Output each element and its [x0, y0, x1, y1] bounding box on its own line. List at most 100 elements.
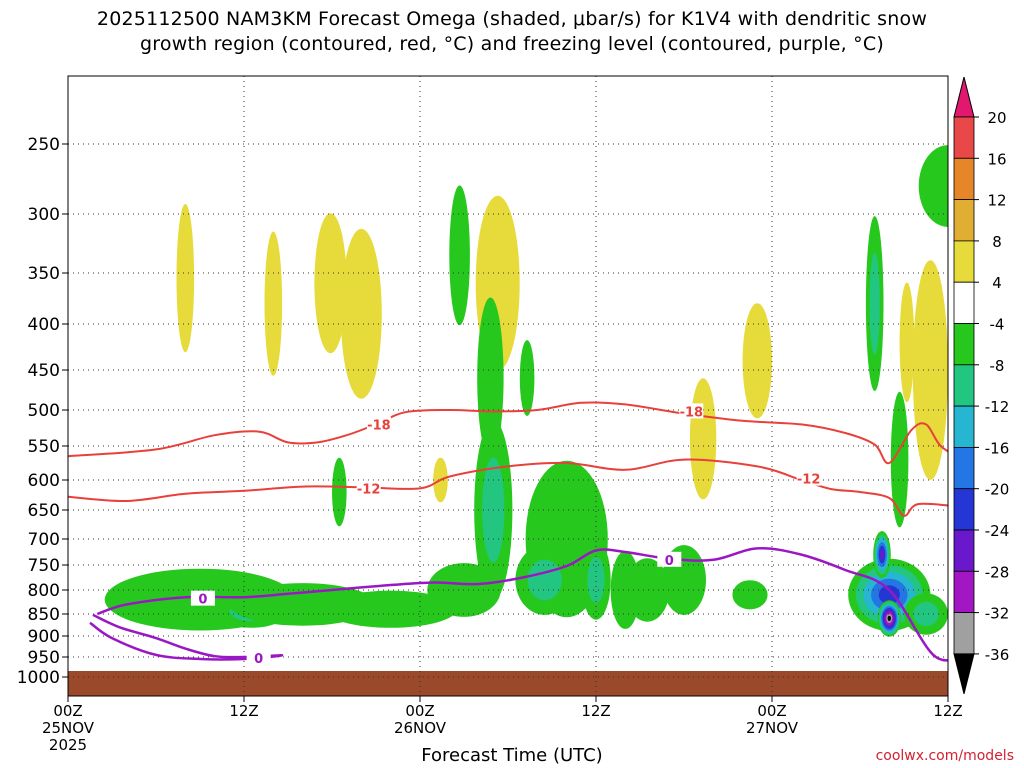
contour-label-minus12-a-bg	[356, 480, 381, 496]
x-tick-label: 00Z	[53, 702, 82, 720]
x-tick-label: 00Z	[405, 702, 434, 720]
contour-label-minus18-b-bg	[679, 403, 704, 419]
terrain-fill	[68, 671, 948, 696]
colorbar-segment	[953, 405, 975, 448]
x-axis-label: Forecast Time (UTC)	[421, 745, 603, 766]
contour-label-freezing-a: 0	[198, 593, 207, 608]
contour-label-freezing-c-bg	[657, 551, 682, 567]
colorbar-segment	[953, 323, 975, 366]
omega-cell	[732, 580, 768, 610]
omega-cell	[477, 297, 504, 459]
omega-cell	[689, 378, 717, 500]
omega-cell	[742, 303, 772, 419]
colorbar-label: 16	[987, 150, 1006, 168]
contour-label-minus18-a: -18	[367, 418, 391, 433]
omega-cell	[869, 252, 880, 355]
contour-label-freezing-b: 0	[254, 652, 263, 667]
omega-cell	[625, 558, 670, 622]
y-tick-label: 800	[28, 581, 60, 601]
omega-cell	[264, 231, 283, 376]
colorbar-segment	[953, 116, 975, 159]
omega-cell	[887, 615, 891, 622]
colorbar-label: -4	[990, 316, 1005, 334]
contour-freezing	[96, 547, 948, 662]
omega-cell	[899, 282, 915, 403]
x-tick-label: 00Z	[757, 702, 786, 720]
omega-cell	[878, 585, 900, 605]
omega-cell	[449, 185, 470, 326]
omega-cell	[912, 260, 948, 480]
contour-label-minus12-a: -12	[357, 482, 381, 497]
y-tick-label: 700	[28, 530, 60, 550]
contour-label-freezing-c: 0	[665, 554, 674, 569]
omega-cell	[918, 145, 948, 227]
colorbar-segment	[953, 281, 975, 324]
contour-label-minus12-b: -12	[797, 473, 821, 488]
colorbar-segment	[953, 157, 975, 201]
omega-cell	[527, 559, 562, 601]
y-tick-label: 1000	[17, 668, 60, 688]
colorbar-label: 4	[992, 274, 1002, 292]
watermark: coolwx.com/models	[875, 748, 1014, 764]
plot-frame	[67, 75, 949, 697]
colorbar-label: -36	[985, 646, 1010, 664]
colorbar-label: 8	[992, 233, 1002, 251]
colorbar-label: -32	[985, 605, 1010, 623]
omega-cell	[176, 204, 195, 353]
colorbar-label: 12	[987, 192, 1006, 210]
colorbar-bottom-arrow	[953, 653, 975, 695]
y-tick-label: 850	[28, 605, 60, 625]
x-tick-label: 12Z	[229, 702, 258, 720]
chart-title-line1: 2025112500 NAM3KM Forecast Omega (shaded…	[96, 8, 928, 30]
y-tick-label: 300	[28, 205, 60, 225]
colorbar-segment	[953, 199, 975, 242]
colorbar: 20 16 12 8 4 -4 -8 -12 -16 -20 -24 -28 -32 -36	[953, 76, 1010, 695]
y-tick-label: 900	[28, 627, 60, 647]
y-tick-label: 750	[28, 556, 60, 576]
x-tick-date: 26NOV	[394, 719, 447, 737]
y-tick-label: 450	[28, 361, 60, 381]
omega-cell	[314, 213, 347, 354]
y-tick-label: 650	[28, 501, 60, 521]
contour-label-minus18-a-bg	[366, 416, 391, 432]
y-tick-label: 550	[28, 437, 60, 457]
colorbar-label: -12	[985, 398, 1010, 416]
colorbar-label: -16	[985, 439, 1010, 457]
colorbar-segment	[953, 570, 975, 613]
x-tick-date: 25NOV	[42, 719, 95, 737]
colorbar-label: 20	[987, 109, 1006, 127]
omega-cell	[340, 228, 382, 399]
colorbar-label: -24	[985, 522, 1010, 540]
x-tick-date: 27NOV	[746, 719, 799, 737]
y-tick-label: 600	[28, 471, 60, 491]
y-tick-label: 950	[28, 648, 60, 668]
contour-minus18	[68, 401, 948, 465]
y-tick-label: 500	[28, 401, 60, 421]
colorbar-segment	[953, 446, 975, 490]
terrain-block	[68, 671, 948, 696]
omega-cell	[913, 601, 939, 627]
omega-cell	[332, 457, 347, 527]
omega-cell	[519, 340, 535, 416]
contour-label-minus12-b-bg	[796, 470, 821, 486]
contour-label-freezing-b-bg	[246, 649, 271, 665]
colorbar-label: -20	[985, 481, 1010, 499]
y-tick-label: 350	[28, 264, 60, 284]
x-tick-year: 2025	[49, 736, 87, 754]
contour-label-freezing-a-bg	[190, 590, 215, 606]
y-tick-label: 400	[28, 315, 60, 335]
x-tick-label: 12Z	[933, 702, 962, 720]
y-axis-ticks: 2503003504004505005506006507007508008509…	[17, 135, 68, 688]
colorbar-label: -8	[990, 357, 1005, 375]
colorbar-top-arrow	[953, 76, 975, 118]
omega-cell	[587, 556, 605, 604]
temperature-contours: -18 -18 -12 -12 0 0 0	[68, 401, 948, 667]
omega-cell	[890, 391, 909, 528]
contour-minus12	[68, 458, 948, 517]
colorbar-segment	[953, 364, 975, 407]
x-tick-label: 12Z	[581, 702, 610, 720]
y-tick-label: 250	[28, 135, 60, 155]
colorbar-label: -28	[985, 563, 1010, 581]
